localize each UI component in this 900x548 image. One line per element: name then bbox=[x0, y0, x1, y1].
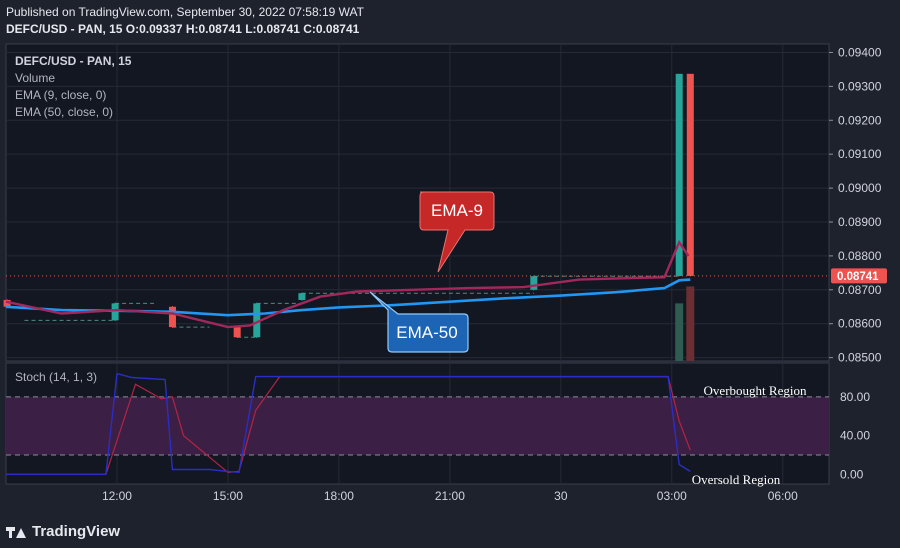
ema9-line bbox=[5, 239, 690, 329]
ema9-callout: EMA-9 bbox=[419, 191, 495, 273]
candle-body bbox=[253, 303, 261, 338]
candle-body bbox=[3, 299, 11, 307]
price-tick-label: 0.08700 bbox=[838, 283, 882, 297]
price-tick-label: 0.09300 bbox=[838, 79, 882, 93]
ema9-callout-label: EMA-9 bbox=[431, 201, 483, 220]
tradingview-brand[interactable]: TradingView bbox=[6, 523, 120, 540]
ema50-callout-label: EMA-50 bbox=[396, 323, 457, 342]
published-info: Published on TradingView.com, September … bbox=[6, 5, 364, 19]
price-tick-label: 0.08600 bbox=[838, 317, 882, 331]
legend-symbol: DEFC/USD - PAN, 15 bbox=[15, 54, 132, 68]
candle-body bbox=[530, 276, 538, 290]
last-price-tag bbox=[831, 268, 887, 284]
time-tick-label: 12:00 bbox=[102, 489, 132, 503]
stoch-legend: Stoch (14, 1, 3) bbox=[15, 370, 97, 384]
time-tick-label: 03:00 bbox=[657, 489, 687, 503]
ohlc-header: DEFC/USD - PAN, 15 O:0.09337 H:0.08741 L… bbox=[6, 22, 360, 36]
volume-bar bbox=[686, 286, 695, 361]
stoch-tick-label: 40.00 bbox=[840, 429, 870, 443]
legend-volume: Volume bbox=[15, 71, 55, 85]
price-chart[interactable]: 0.09400 0.09300 0.09200 0.09100 0.09000 0.089… bbox=[0, 40, 900, 508]
price-tick-label: 0.09200 bbox=[838, 113, 882, 127]
oversold-label: Oversold Region bbox=[692, 472, 781, 487]
time-tick-label: 30 bbox=[554, 489, 568, 503]
ema50-callout: EMA-50 bbox=[369, 291, 469, 353]
candle-body bbox=[233, 327, 241, 338]
tradingview-brand-text: TradingView bbox=[32, 523, 121, 540]
stoch-tick-label: 80.00 bbox=[840, 390, 870, 404]
candle-body bbox=[168, 306, 176, 328]
candle-body bbox=[686, 73, 694, 276]
time-tick-label: 21:00 bbox=[435, 489, 465, 503]
price-tick-label: 0.08800 bbox=[838, 249, 882, 263]
volume-bar bbox=[675, 303, 684, 361]
stoch-k-line bbox=[6, 372, 691, 475]
candle-body bbox=[675, 73, 683, 276]
price-tick-label: 0.09000 bbox=[838, 181, 882, 195]
candle-body bbox=[298, 293, 306, 300]
time-tick-label: 06:00 bbox=[768, 489, 798, 503]
price-tick-label: 0.08900 bbox=[838, 215, 882, 229]
stoch-band bbox=[6, 396, 829, 455]
legend-ema9: EMA (9, close, 0) bbox=[15, 88, 106, 102]
price-tick-label: 0.09100 bbox=[838, 147, 882, 161]
time-tick-label: 18:00 bbox=[324, 489, 354, 503]
price-tick-label: 0.09400 bbox=[838, 45, 882, 59]
legend-ema50: EMA (50, close, 0) bbox=[15, 105, 113, 119]
stoch-tick-label: 0.00 bbox=[840, 467, 864, 481]
tradingview-logo-icon bbox=[6, 524, 28, 540]
overbought-label: Overbought Region bbox=[704, 383, 807, 398]
last-price-text: 0.08741 bbox=[837, 271, 879, 283]
time-tick-label: 15:00 bbox=[213, 489, 243, 503]
price-tick-label: 0.08500 bbox=[838, 351, 882, 365]
